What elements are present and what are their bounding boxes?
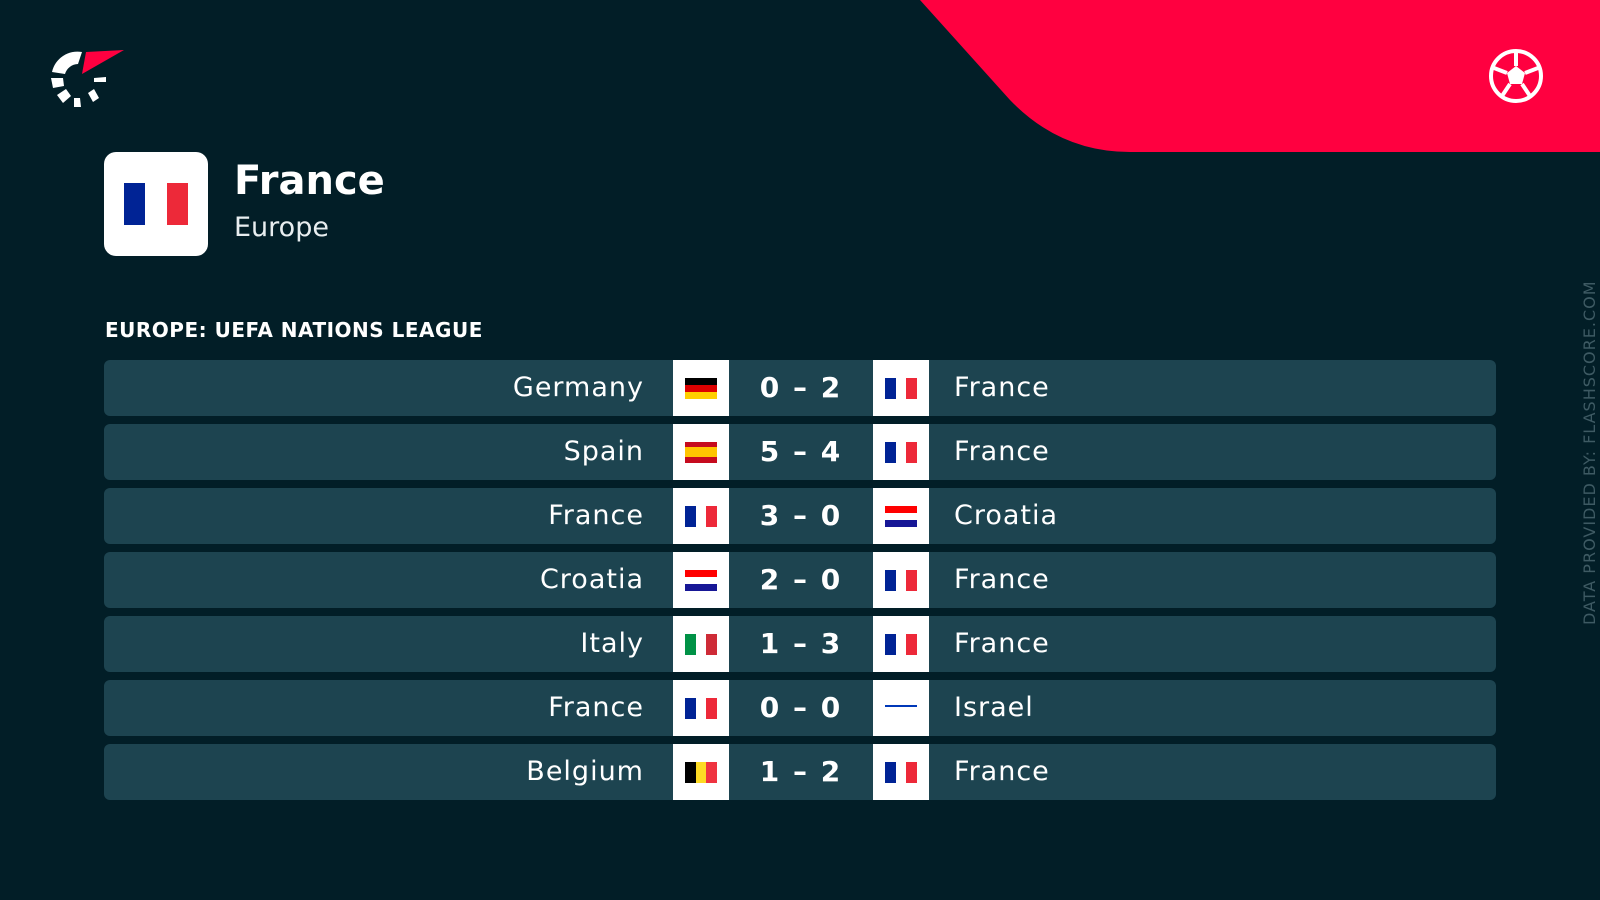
flashscore-logo: [51, 50, 124, 107]
team-region: Europe: [234, 212, 329, 243]
match-score: 0 – 0: [759, 691, 843, 724]
match-row[interactable]: Italy 1 – 3 France: [104, 616, 1496, 672]
data-credit: DATA PROVIDED BY: FLASHSCORE.COM: [1580, 280, 1599, 625]
away-team: Israel: [954, 692, 1034, 723]
home-flag: [685, 505, 717, 527]
home-flag-box: [673, 744, 729, 800]
home-flag: [685, 377, 717, 399]
home-flag-box: [673, 424, 729, 480]
soccer-ball-icon: [1489, 49, 1543, 103]
team-name: France: [234, 158, 385, 204]
away-team: France: [954, 628, 1050, 659]
home-flag-box: [673, 616, 729, 672]
home-flag-box: [673, 360, 729, 416]
away-flag: [885, 569, 917, 591]
home-team: Spain: [563, 436, 644, 467]
away-team: France: [954, 436, 1050, 467]
away-flag-box: [873, 488, 929, 544]
home-flag: [685, 441, 717, 463]
team-flag: [124, 183, 188, 225]
away-flag-box: [873, 360, 929, 416]
match-score: 5 – 4: [759, 435, 843, 468]
home-flag: [685, 633, 717, 655]
home-team: France: [548, 692, 644, 723]
away-team: France: [954, 756, 1050, 787]
home-team: Croatia: [539, 564, 644, 595]
home-flag-box: [673, 680, 729, 736]
match-score: 1 – 3: [759, 627, 843, 660]
team-flag-box: [104, 152, 208, 256]
away-flag: [885, 441, 917, 463]
match-score: 0 – 2: [759, 371, 843, 404]
away-team: France: [954, 372, 1050, 403]
home-team: Germany: [512, 372, 644, 403]
match-list: Germany 0 – 2 France Spain 5 – 4 France Fr…: [104, 360, 1496, 808]
league-title: EUROPE: UEFA NATIONS LEAGUE: [105, 318, 483, 342]
away-flag-box: [873, 744, 929, 800]
away-flag-box: [873, 552, 929, 608]
match-score: 3 – 0: [759, 499, 843, 532]
home-flag: [685, 569, 717, 591]
away-flag: [885, 505, 917, 527]
home-flag: [685, 761, 717, 783]
away-flag: [885, 377, 917, 399]
away-team: Croatia: [954, 500, 1059, 531]
match-row[interactable]: Belgium 1 – 2 France: [104, 744, 1496, 800]
home-team: Belgium: [526, 756, 644, 787]
header-accent-shape: [920, 0, 1600, 152]
home-flag-box: [673, 488, 729, 544]
match-row[interactable]: Germany 0 – 2 France: [104, 360, 1496, 416]
home-team: France: [548, 500, 644, 531]
home-flag: [685, 697, 717, 719]
match-row[interactable]: France 0 – 0 Israel: [104, 680, 1496, 736]
match-score: 2 – 0: [759, 563, 843, 596]
away-team: France: [954, 564, 1050, 595]
match-row[interactable]: France 3 – 0 Croatia: [104, 488, 1496, 544]
away-flag: [885, 633, 917, 655]
away-flag: [885, 761, 917, 783]
match-row[interactable]: Spain 5 – 4 France: [104, 424, 1496, 480]
away-flag-box: [873, 680, 929, 736]
home-team: Italy: [580, 628, 644, 659]
match-row[interactable]: Croatia 2 – 0 France: [104, 552, 1496, 608]
away-flag-box: [873, 616, 929, 672]
away-flag-box: [873, 424, 929, 480]
match-score: 1 – 2: [759, 755, 843, 788]
away-flag: [885, 697, 917, 719]
home-flag-box: [673, 552, 729, 608]
